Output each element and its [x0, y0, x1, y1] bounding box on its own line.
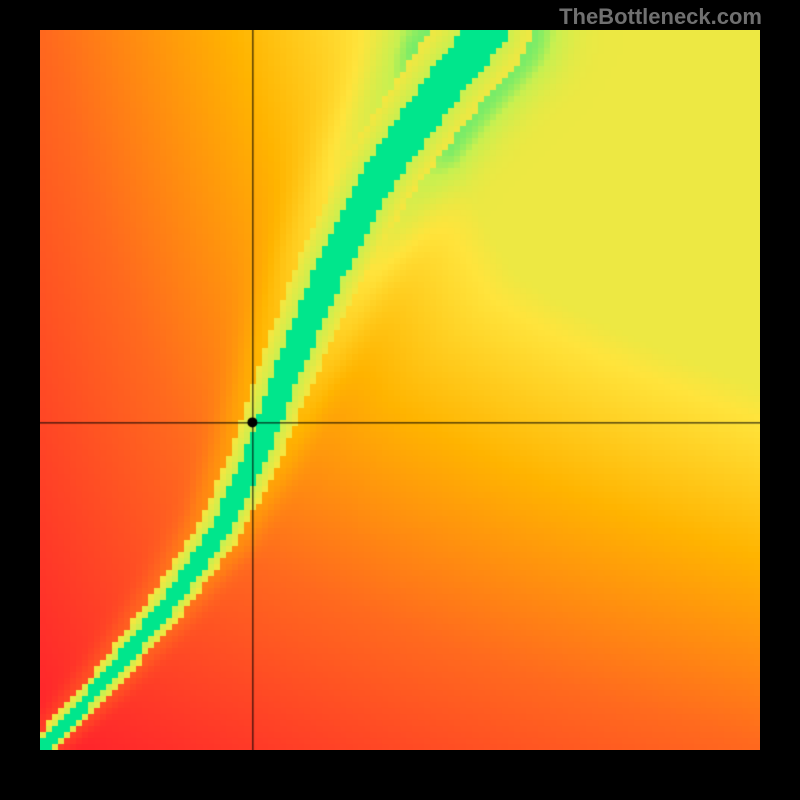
- bottleneck-heatmap: [40, 30, 760, 750]
- watermark-text: TheBottleneck.com: [559, 4, 762, 30]
